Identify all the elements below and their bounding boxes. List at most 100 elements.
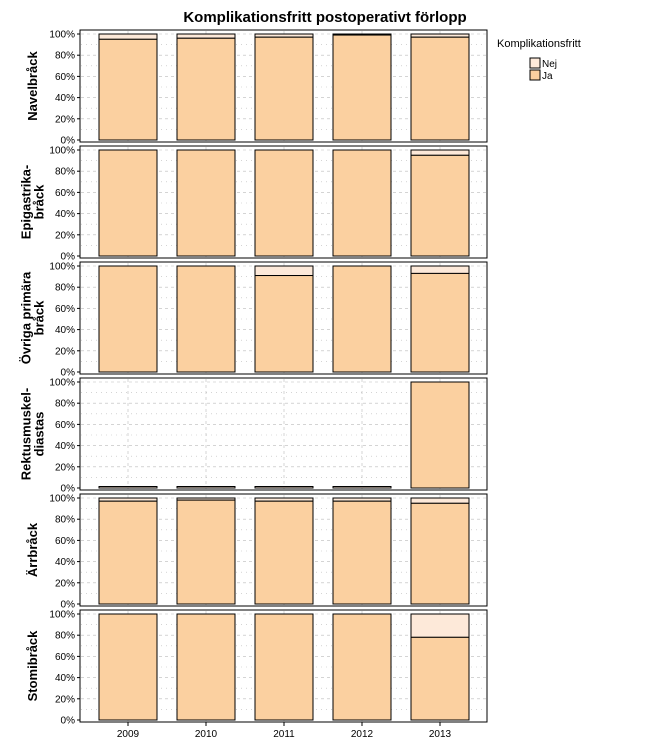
bar-empty-2011 bbox=[254, 486, 314, 489]
y-tick-label: 100% bbox=[49, 378, 75, 389]
panel-label-line: Navelbråck bbox=[25, 51, 40, 121]
bar-nej-2013 bbox=[410, 497, 470, 504]
panel-4: 0% 20% 40% 60% 80% 100% Ärrbråck bbox=[25, 493, 488, 611]
panel-label-line: Övriga primära bbox=[19, 271, 34, 364]
bar-ja-2010 bbox=[176, 149, 236, 257]
panel-label-line: Ärrbråck bbox=[25, 522, 40, 577]
y-tick-label: 0% bbox=[61, 252, 76, 263]
panel-0: 0% 20% 40% 60% 80% 100% Navelbråck bbox=[25, 29, 488, 147]
panels: 0% 20% 40% 60% 80% 100% Navelbråck 0% 20% 40% 60% 8… bbox=[19, 29, 488, 727]
bar-empty-2012 bbox=[332, 486, 392, 489]
chart-title: Komplikationsfritt postoperativt förlopp bbox=[183, 9, 466, 26]
y-tick-label: 100% bbox=[49, 146, 75, 157]
x-tick-label: 2009 bbox=[117, 729, 140, 740]
bar-ja-2009 bbox=[98, 613, 158, 721]
bar-ja-2012 bbox=[332, 265, 392, 373]
bar-ja-2009 bbox=[98, 38, 158, 141]
bar-ja-2010 bbox=[176, 37, 236, 141]
bar-nej-2013 bbox=[410, 613, 470, 638]
y-tick-label: 100% bbox=[49, 610, 75, 621]
legend-label: Ja bbox=[542, 71, 553, 82]
y-tick-label: 20% bbox=[55, 230, 75, 241]
y-tick-label: 20% bbox=[55, 578, 75, 589]
y-tick-label: 80% bbox=[55, 51, 75, 62]
panel-label-line: Epigastrika- bbox=[19, 165, 34, 239]
y-tick-label: 0% bbox=[61, 484, 76, 495]
panel-label: Stomibråck bbox=[25, 630, 40, 702]
bar-empty-2009 bbox=[98, 486, 158, 489]
bar-nej-2013 bbox=[410, 265, 470, 274]
y-tick-label: 20% bbox=[55, 462, 75, 473]
bar-ja-2013 bbox=[410, 272, 470, 373]
bar-ja-2010 bbox=[176, 265, 236, 373]
bar-ja-2011 bbox=[254, 275, 314, 373]
bar-ja-2013 bbox=[410, 36, 470, 141]
panel-label-line: Rektusmuskel- bbox=[19, 388, 34, 480]
y-tick-label: 20% bbox=[55, 346, 75, 357]
bar-ja-2013 bbox=[410, 502, 470, 605]
y-tick-label: 40% bbox=[55, 93, 75, 104]
panel-label-line: diastas bbox=[32, 412, 47, 457]
legend-swatch-nej bbox=[529, 57, 541, 69]
x-tick-label: 2011 bbox=[273, 729, 295, 740]
y-tick-label: 40% bbox=[55, 325, 75, 336]
bar-ja-2011 bbox=[254, 500, 314, 605]
bar-ja-2011 bbox=[254, 36, 314, 141]
y-tick-label: 60% bbox=[55, 188, 75, 199]
y-tick-label: 20% bbox=[55, 114, 75, 125]
bar-nej-2013 bbox=[410, 149, 470, 156]
y-tick-label: 80% bbox=[55, 167, 75, 178]
panel-3: 0%20%40%60%80%100%Rektusmuskel-diastas bbox=[19, 377, 488, 495]
bar-ja-2011 bbox=[254, 613, 314, 721]
bar-ja-2009 bbox=[98, 149, 158, 257]
bar-ja-2010 bbox=[176, 499, 236, 605]
y-tick-label: 80% bbox=[55, 399, 75, 410]
panel-label: Rektusmuskel-diastas bbox=[19, 388, 47, 480]
bar-ja-2012 bbox=[332, 149, 392, 257]
y-tick-label: 80% bbox=[55, 283, 75, 294]
legend-label: Nej bbox=[542, 59, 557, 70]
y-tick-label: 0% bbox=[61, 600, 76, 611]
panel-label: Navelbråck bbox=[25, 51, 40, 121]
y-tick-label: 60% bbox=[55, 420, 75, 431]
legend-title: Komplikationsfritt bbox=[497, 38, 581, 50]
bar-ja-2009 bbox=[98, 265, 158, 373]
panel-label: Ärrbråck bbox=[25, 522, 40, 577]
y-tick-label: 40% bbox=[55, 673, 75, 684]
bar-ja-2009 bbox=[98, 500, 158, 605]
bar-ja-2012 bbox=[332, 34, 392, 141]
bar-nej-2011 bbox=[254, 265, 314, 277]
bar-ja-2012 bbox=[332, 613, 392, 721]
y-tick-label: 60% bbox=[55, 536, 75, 547]
y-tick-label: 100% bbox=[49, 262, 75, 273]
panel-5: 0% 20% 40% 60% 80% 100% Stomibråck bbox=[25, 609, 488, 727]
bar-ja-2013 bbox=[410, 154, 470, 257]
y-tick-label: 100% bbox=[49, 30, 75, 41]
x-tick-label: 2013 bbox=[429, 729, 452, 740]
panel-label-line: bråck bbox=[32, 300, 47, 335]
y-tick-label: 20% bbox=[55, 694, 75, 705]
y-tick-label: 80% bbox=[55, 515, 75, 526]
bar-ja-2013 bbox=[410, 381, 470, 489]
x-axis: 2009 2010 2011 2012 2013 bbox=[117, 722, 452, 740]
y-tick-label: 60% bbox=[55, 304, 75, 315]
bar-nej-2010 bbox=[176, 33, 236, 39]
panel-label: Epigastrika-bråck bbox=[19, 165, 47, 239]
bar-ja-2010 bbox=[176, 613, 236, 721]
bar-ja-2012 bbox=[332, 500, 392, 605]
panel-1: 0%20%40%60%80%100%Epigastrika-bråck bbox=[19, 145, 488, 263]
bar-ja-2013 bbox=[410, 636, 470, 721]
panel-label-line: bråck bbox=[32, 184, 47, 219]
y-tick-label: 60% bbox=[55, 652, 75, 663]
legend-swatch-ja bbox=[529, 69, 541, 81]
bar-ja-2011 bbox=[254, 149, 314, 257]
bar-nej-2009 bbox=[98, 33, 158, 40]
y-tick-label: 80% bbox=[55, 631, 75, 642]
x-tick-label: 2012 bbox=[351, 729, 374, 740]
bar-empty-2010 bbox=[176, 486, 236, 489]
x-tick-label: 2010 bbox=[195, 729, 218, 740]
